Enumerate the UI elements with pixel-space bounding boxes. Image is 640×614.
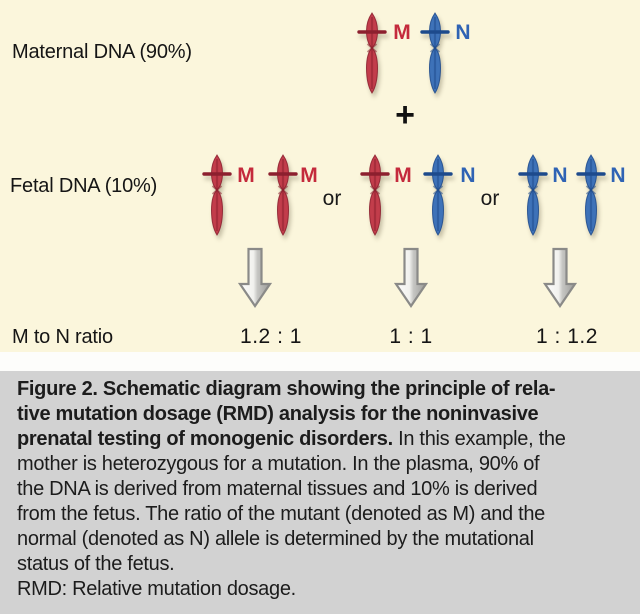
ratio-value: 1 : 1.2 (536, 325, 598, 348)
caption-line: RMD: Relative mutation dosage. (17, 577, 626, 602)
fetal2-normal-chromosome-icon (423, 153, 453, 237)
down-arrow-icon (394, 247, 428, 309)
caption-regular-text: status of the fetus. (17, 553, 175, 575)
ratio-value: 1.2 : 1 (240, 325, 302, 348)
fetal1-allele-label: M (300, 164, 318, 187)
caption-regular-text: RMD: Relative mutation dosage. (17, 578, 296, 600)
fetal-dna-label: Fetal DNA (10%) (10, 175, 158, 197)
maternal-normal-chromosome-icon (420, 11, 450, 95)
m-to-n-ratio-label: M to N ratio (12, 326, 113, 348)
fetal2-allele-label: N (460, 164, 476, 187)
caption-bold-text: tive mutation dosage (RMD) analysis for … (17, 403, 539, 425)
maternal-allele-n-label: N (455, 21, 471, 44)
maternal-mutant-chromosome-icon (357, 11, 387, 95)
fetal3-normal-chromosome-icon (518, 153, 548, 237)
caption-line: Figure 2. Schematic diagram showing the … (17, 377, 626, 402)
maternal-dna-label: Maternal DNA (90%) (12, 41, 192, 63)
fetal1-mutant-chromosome-icon (268, 153, 298, 237)
caption-bold-text: Figure 2. Schematic diagram showing the … (17, 378, 556, 400)
or-separator: or (322, 187, 342, 210)
fetal1-allele-label: M (237, 164, 255, 187)
down-arrow-icon (238, 247, 272, 309)
or-separator: or (480, 187, 500, 210)
fetal3-allele-label: N (552, 164, 568, 187)
caption-bold-text: prenatal testing of monogenic disorders. (17, 428, 393, 450)
fetal3-normal-chromosome-icon (576, 153, 606, 237)
caption-line: the DNA is derived from maternal tissues… (17, 477, 626, 502)
caption-line: from the fetus. The ratio of the mutant … (17, 502, 626, 527)
caption-regular-text: In this example, the (392, 428, 566, 450)
down-arrow-icon (543, 247, 577, 309)
diagram-panel: Maternal DNA (90%) Fetal DNA (10%) M to … (0, 0, 640, 352)
figure-caption: Figure 2. Schematic diagram showing the … (0, 371, 640, 614)
caption-regular-text: the DNA is derived from maternal tissues… (17, 478, 538, 500)
caption-regular-text: mother is heterozygous for a mutation. I… (17, 453, 540, 475)
ratio-value: 1 : 1 (389, 325, 433, 348)
fetal2-allele-label: M (394, 164, 412, 187)
maternal-allele-m-label: M (393, 21, 411, 44)
caption-line: prenatal testing of monogenic disorders.… (17, 427, 626, 452)
caption-line: tive mutation dosage (RMD) analysis for … (17, 402, 626, 427)
caption-line: status of the fetus. (17, 552, 626, 577)
fetal1-mutant-chromosome-icon (202, 153, 232, 237)
caption-line: normal (denoted as N) allele is determin… (17, 527, 626, 552)
fetal3-allele-label: N (610, 164, 626, 187)
caption-regular-text: normal (denoted as N) allele is determin… (17, 528, 534, 550)
fetal2-mutant-chromosome-icon (360, 153, 390, 237)
caption-line: mother is heterozygous for a mutation. I… (17, 452, 626, 477)
plus-sign: + (395, 96, 415, 134)
caption-regular-text: from the fetus. The ratio of the mutant … (17, 503, 546, 525)
